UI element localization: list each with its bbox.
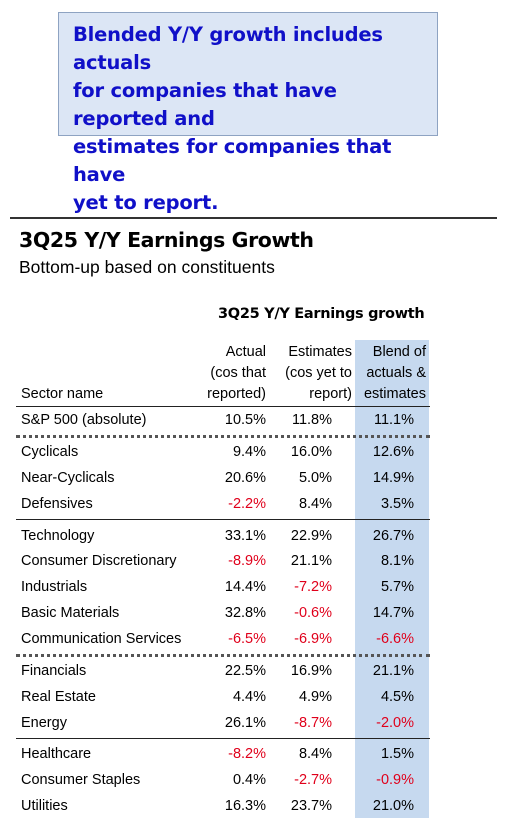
table-divider (16, 406, 430, 407)
table-divider (16, 435, 430, 438)
table-row: Communication Services -6.5% -6.9% -6.6% (0, 628, 510, 650)
sector-name: Energy (21, 715, 67, 731)
table-divider (16, 654, 430, 657)
actual-value: 22.5% (224, 663, 266, 679)
column-header-estimates: Estimates (cos yet to report) (285, 344, 352, 402)
sector-name: Communication Services (21, 631, 182, 647)
blend-value: 21.1% (372, 663, 414, 679)
table-row: Defensives -2.2% 8.4% 3.5% (0, 493, 510, 515)
estimates-value: 16.0% (290, 444, 332, 460)
column-header-blend: Blend of actuals & estimates (363, 344, 426, 402)
table-row: Energy 26.1% -8.7% -2.0% (0, 712, 510, 734)
title-rule (10, 217, 497, 219)
table-row: Financials 22.5% 16.9% 21.1% (0, 660, 510, 682)
actual-value: -8.9% (228, 553, 266, 569)
blend-value: 14.7% (372, 605, 414, 621)
sector-name: Basic Materials (21, 605, 120, 621)
actual-value: -6.5% (228, 631, 266, 647)
blend-value: 14.9% (372, 470, 414, 486)
actual-value: 0.4% (232, 772, 266, 788)
callout-line: Blended Y/Y growth includes actuals (73, 23, 383, 74)
actual-value: -8.2% (228, 746, 266, 762)
actual-value: 14.4% (224, 579, 266, 595)
page-subtitle: Bottom-up based on constituents (19, 257, 275, 277)
blend-value: 1.5% (380, 746, 414, 762)
blend-value: -0.9% (376, 772, 414, 788)
estimates-value: 8.4% (298, 496, 332, 512)
column-header-actual: Actual (cos that reported) (207, 344, 266, 402)
table-row: Cyclicals 9.4% 16.0% 12.6% (0, 441, 510, 463)
actual-value: 20.6% (224, 470, 266, 486)
table-row: Consumer Staples 0.4% -2.7% -0.9% (0, 769, 510, 791)
blend-value: -2.0% (376, 715, 414, 731)
sector-name: Real Estate (21, 689, 96, 705)
estimates-value: 11.8% (291, 412, 332, 428)
blend-value: 3.5% (380, 496, 414, 512)
blend-value: 4.5% (380, 689, 414, 705)
estimates-value: -2.7% (294, 772, 332, 788)
table-row: Utilities 16.3% 23.7% 21.0% (0, 795, 510, 817)
sector-name: Cyclicals (21, 444, 79, 460)
estimates-value: 16.9% (290, 663, 332, 679)
estimates-value: 23.7% (290, 798, 332, 814)
table-row: Technology 33.1% 22.9% 26.7% (0, 525, 510, 547)
table-divider (16, 519, 430, 520)
sector-name: Near-Cyclicals (21, 470, 115, 486)
sector-name: Technology (21, 528, 95, 544)
actual-value: 26.1% (224, 715, 266, 731)
actual-value: -2.2% (228, 496, 266, 512)
estimates-value: -6.9% (294, 631, 332, 647)
actual-value: 9.4% (232, 444, 266, 460)
sector-name: S&P 500 (absolute) (21, 412, 147, 428)
actual-value: 16.3% (224, 798, 266, 814)
actual-value: 33.1% (224, 528, 266, 544)
blend-value: 26.7% (372, 528, 414, 544)
table-divider (16, 738, 430, 739)
estimates-value: 4.9% (298, 689, 332, 705)
sector-name: Defensives (21, 496, 93, 512)
sector-name: Financials (21, 663, 87, 679)
estimates-value: 21.1% (290, 553, 332, 569)
sector-name: Healthcare (21, 746, 92, 762)
callout-line: for companies that have reported and (73, 79, 337, 130)
sector-name: Industrials (21, 579, 88, 595)
estimates-value: 8.4% (298, 746, 332, 762)
actual-value: 32.8% (224, 605, 266, 621)
blend-value: 8.1% (380, 553, 414, 569)
sector-name: Consumer Staples (21, 772, 141, 788)
actual-value: 4.4% (232, 689, 266, 705)
table-row: Basic Materials 32.8% -0.6% 14.7% (0, 602, 510, 624)
sector-name: Consumer Discretionary (21, 553, 177, 569)
estimates-value: -7.2% (294, 579, 332, 595)
blend-value: -6.6% (376, 631, 414, 647)
table-group-header: 3Q25 Y/Y Earnings growth (218, 306, 425, 322)
page-title: 3Q25 Y/Y Earnings Growth (19, 228, 314, 252)
estimates-value: -8.7% (294, 715, 332, 731)
table-row: Industrials 14.4% -7.2% 5.7% (0, 576, 510, 598)
blend-value: 11.1% (373, 412, 414, 428)
callout-line: estimates for companies that have (73, 135, 392, 186)
estimates-value: 5.0% (298, 470, 332, 486)
callout-box: Blended Y/Y growth includes actuals for … (58, 12, 438, 214)
sector-name: Utilities (21, 798, 68, 814)
callout-line: yet to report. (73, 191, 219, 214)
table-row: Healthcare -8.2% 8.4% 1.5% (0, 743, 510, 765)
table-row: Real Estate 4.4% 4.9% 4.5% (0, 686, 510, 708)
table-row: S&P 500 (absolute) 10.5% 11.8% 11.1% (0, 409, 510, 431)
blend-value: 21.0% (372, 798, 414, 814)
estimates-value: -0.6% (294, 605, 332, 621)
blend-value: 5.7% (380, 579, 414, 595)
table-row: Near-Cyclicals 20.6% 5.0% 14.9% (0, 467, 510, 489)
column-header-sector: Sector name (21, 386, 104, 402)
actual-value: 10.5% (224, 412, 266, 428)
blend-value: 12.6% (372, 444, 414, 460)
estimates-value: 22.9% (290, 528, 332, 544)
table-row: Consumer Discretionary -8.9% 21.1% 8.1% (0, 550, 510, 572)
